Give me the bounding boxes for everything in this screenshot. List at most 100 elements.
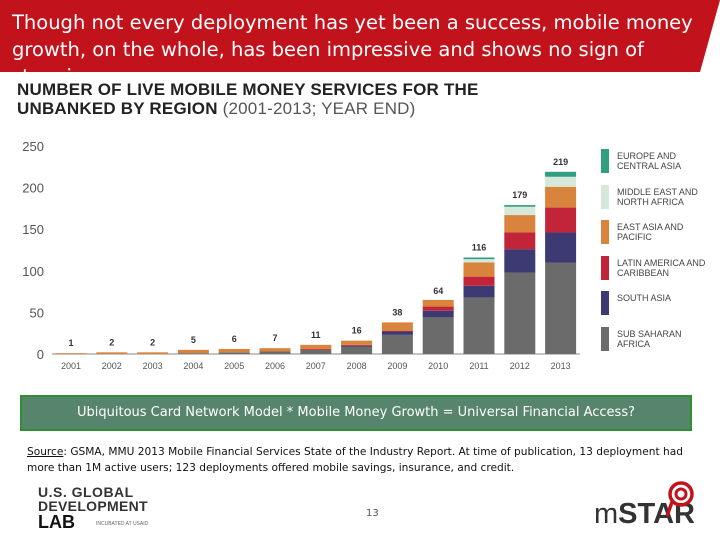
x-tick-label: 2004 [183,361,203,371]
mstar-swirl-icon [665,481,694,517]
bar-segment [341,344,373,346]
legend-swatch [601,326,609,351]
callout-box: Ubiquitous Card Network Model * Mobile M… [20,395,692,431]
x-tick-label: 2011 [469,361,488,371]
x-tick-label: 2001 [61,361,81,371]
source-note: Source: GSMA, MMU 2013 Mobile Financial … [27,444,697,476]
x-tick-label: 2002 [102,361,122,371]
x-tick-label: 2009 [387,361,407,371]
bar-segment [96,352,128,354]
bar-segment [300,344,332,350]
bar-total-label: 5 [191,335,196,345]
bar-total-label: 1 [68,338,73,348]
bar-segment [341,346,373,354]
bar-segment [300,349,332,354]
legend-swatch [601,149,609,173]
logo-line-3: LAB [38,512,75,532]
x-tick-label: 2010 [428,361,448,371]
bar-segment [463,257,495,260]
legend-label: Middle East and North Africa [617,186,698,207]
bar-segment [504,232,536,250]
mstar-logo: mSTAR [594,498,695,530]
logo-tagline: INCUBATED AT USAID [96,521,149,527]
chart-subtitle: (2001-2013; YEAR END) [222,99,416,118]
logo-line-2: DEVELOPMENT [38,498,148,514]
bar-segment [218,349,250,353]
bar-total-label: 219 [553,157,568,167]
page-number: 13 [366,508,379,519]
bar-segment [422,306,454,311]
legend-label: Latin America and Caribbean [617,257,706,278]
bar-segment [504,272,536,354]
x-tick-label: 2006 [265,361,285,371]
y-tick-label: 200 [22,181,44,196]
y-tick-label: 50 [30,305,44,320]
bar-total-label: 38 [392,307,402,317]
global-development-lab-logo: U.S. GLOBAL DEVELOPMENT LAB INCUBATED AT… [38,485,188,535]
bar-total-label: 179 [512,190,527,200]
bar-total-label: 7 [272,333,277,343]
bar-total-label: 64 [433,286,443,296]
title-banner: Though not every deployment has yet been… [0,0,720,88]
legend-swatch [601,184,609,209]
y-tick-label: 100 [22,264,44,279]
bar-total-label: 2 [150,337,155,347]
bar-segment [55,353,87,354]
stacked-bar-chart: 0 50 100 150 200 250 1 2001 2 2002 2 2003 5 2004 6 2005… [22,139,580,371]
bar-segment [463,276,495,286]
bar-segment [422,299,454,307]
banner-text: Though not every deployment has yet been… [12,11,693,88]
bar-segment [300,349,332,350]
bar-segment [504,249,536,273]
bar-segment [341,340,373,345]
legend-swatch [601,291,609,315]
bar-segment [545,171,577,177]
bar-total-label: 2 [109,337,114,347]
legend-label: Europe and Central Asia [617,151,682,171]
bar-segment [545,262,577,354]
bar-segment [463,259,495,263]
logo-line-1: U.S. GLOBAL [38,484,134,500]
bar-total-label: 6 [232,334,237,344]
y-tick-label: 250 [22,139,44,154]
bar-segment [137,352,169,354]
bar-segment [422,310,454,318]
bar-segment [422,317,454,354]
bar-segment [504,215,536,233]
legend-label: South Asia [617,293,672,303]
legend-label: Sub Saharan Africa [617,328,682,349]
x-tick-label: 2003 [143,361,163,371]
bar-segment [545,186,577,208]
x-tick-label: 2005 [224,361,244,371]
x-tick-label: 2008 [347,361,367,371]
legend-swatch [601,220,609,244]
bar-segment [545,232,577,263]
y-tick-label: 150 [22,222,44,237]
source-text: : GSMA, MMU 2013 Mobile Financial Servic… [27,446,683,474]
bar-segment [545,207,577,233]
y-tick-label: 0 [37,347,44,362]
bar-segment [381,322,413,331]
bar-segment [504,206,536,216]
bar-segment [341,345,373,347]
bar-segment [463,262,495,277]
bar-segment [463,285,495,298]
bar-total-label: 116 [472,242,487,252]
legend-swatch [601,255,609,280]
bar-segment [259,348,291,352]
bar-segment [504,205,536,207]
bar-segment [218,352,250,354]
bar-total-label: 16 [352,326,362,336]
bar-segment [381,331,413,335]
bar-segment [177,349,209,354]
bar-segment [545,176,577,187]
bar-segment [463,297,495,354]
bar-segment [177,353,209,354]
chart-title: NUMBER OF LIVE MOBILE MONEY SERVICES FOR… [17,80,577,118]
bar-total-label: 11 [311,330,321,340]
bar-segment [381,330,413,332]
banner-shape [0,0,720,72]
legend-label: East Asia and Pacific [617,222,684,242]
x-tick-label: 2013 [551,361,571,371]
bar-segment [259,351,291,354]
